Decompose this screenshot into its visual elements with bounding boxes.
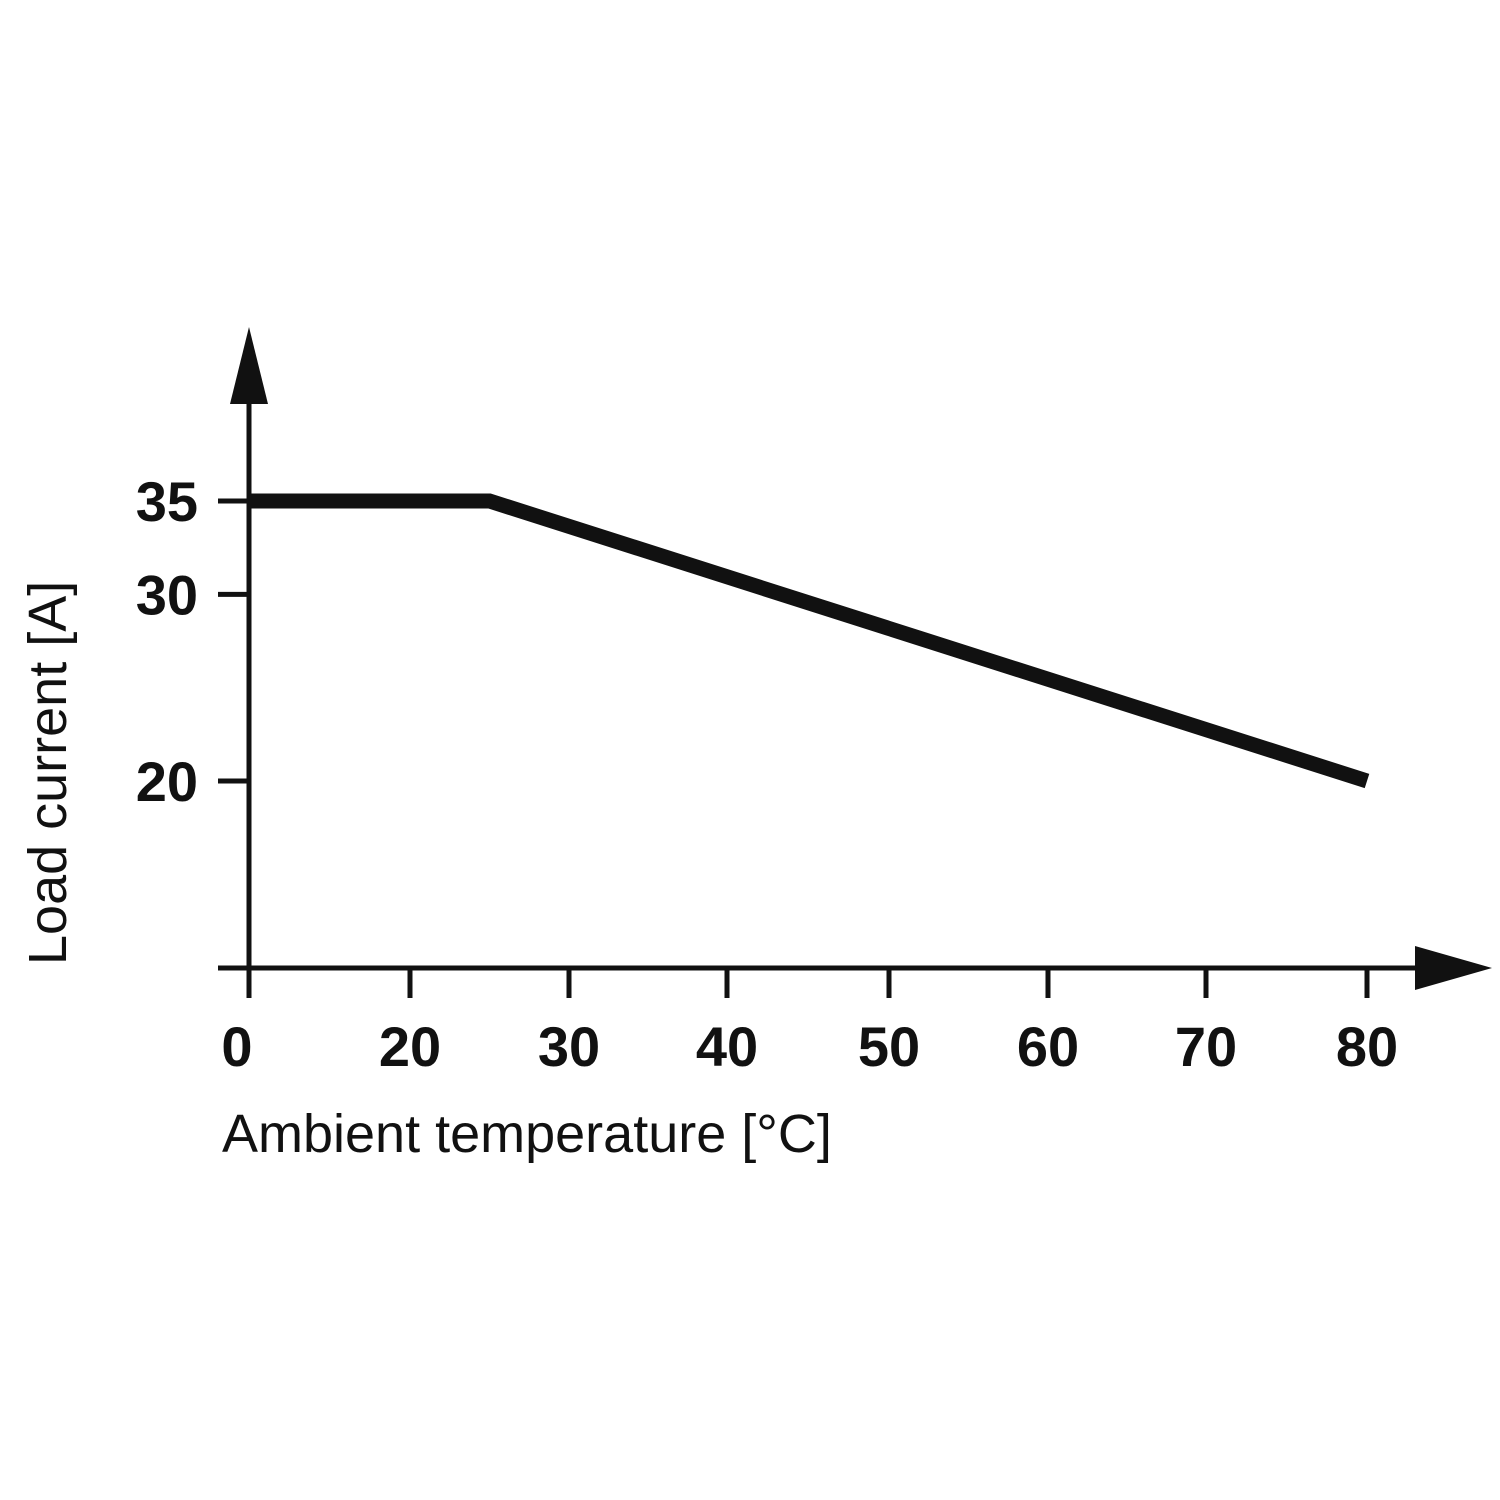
x-tick-label-60: 60 bbox=[1017, 1015, 1079, 1078]
x-tick-label-40: 40 bbox=[696, 1015, 758, 1078]
series-group bbox=[249, 493, 1370, 789]
x-tick-label-20: 20 bbox=[379, 1015, 441, 1078]
x-tick-label-30: 30 bbox=[538, 1015, 600, 1078]
series-line-1 bbox=[249, 493, 1370, 789]
x-axis-arrow bbox=[1415, 946, 1492, 990]
y-axis-title: Load current [A] bbox=[18, 581, 78, 965]
x-tick-label-0: 0 bbox=[221, 1015, 252, 1078]
y-axis-arrow bbox=[230, 327, 268, 404]
y-axis-ticks: 20 30 35 bbox=[136, 470, 249, 813]
x-axis-ticks: 0 20 30 40 50 60 70 80 bbox=[221, 968, 1398, 1078]
x-axis-title: Ambient temperature [°C] bbox=[222, 1104, 832, 1164]
y-tick-label-20: 20 bbox=[136, 750, 198, 813]
x-tick-label-70: 70 bbox=[1175, 1015, 1237, 1078]
axes bbox=[218, 327, 1492, 990]
y-tick-label-35: 35 bbox=[136, 470, 198, 533]
x-tick-label-50: 50 bbox=[858, 1015, 920, 1078]
x-tick-label-80: 80 bbox=[1336, 1015, 1398, 1078]
y-tick-label-30: 30 bbox=[136, 563, 198, 626]
